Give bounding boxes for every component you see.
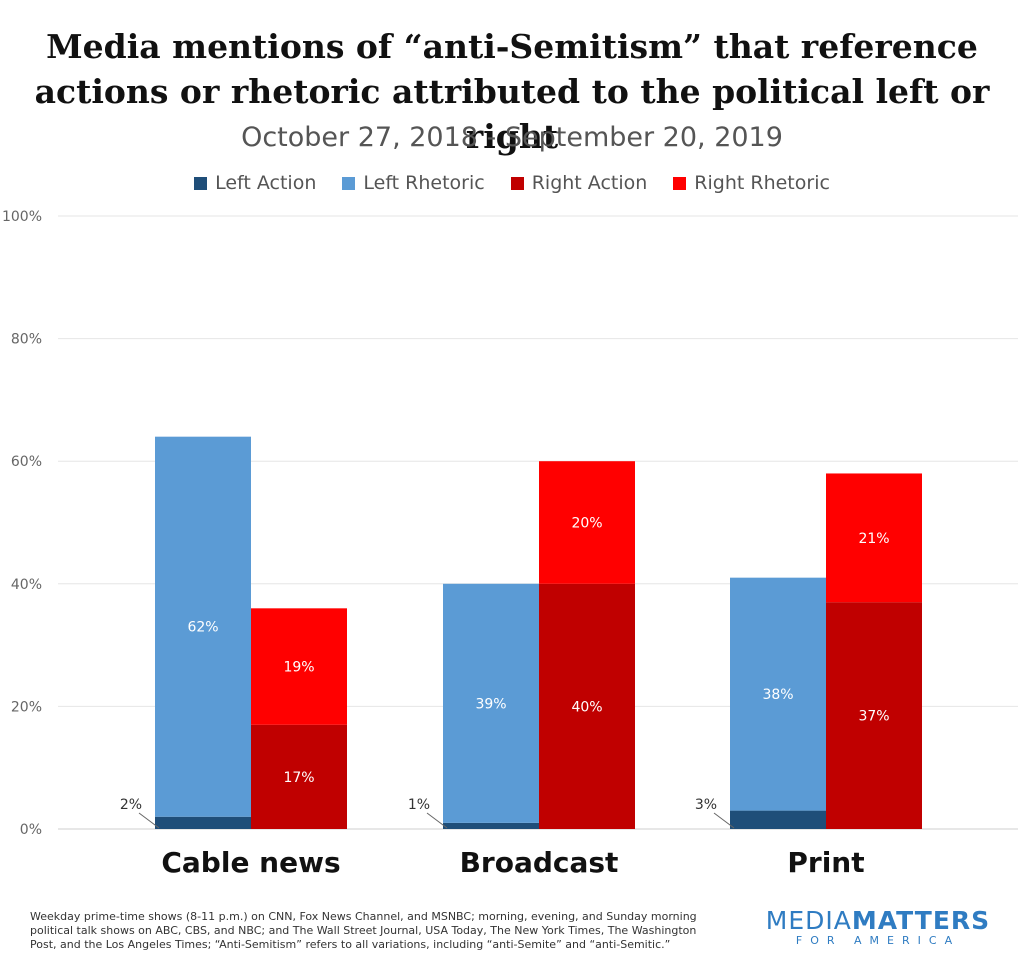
y-tick-label: 100%: [2, 209, 42, 225]
legend-swatch: [342, 176, 356, 190]
bar-segment: [443, 583, 539, 823]
data-label-leader: [713, 812, 735, 829]
bar-segment: [539, 583, 635, 829]
y-tick-label: 0%: [20, 822, 42, 838]
data-label: 62%: [187, 620, 218, 636]
data-label-leader: [138, 812, 160, 829]
bar-segment: [539, 461, 635, 584]
bar-segment: [826, 473, 922, 603]
category-label: Broadcast: [460, 846, 619, 879]
data-label: 3%: [695, 797, 717, 813]
legend: Left Action Left Rhetoric Right Action R…: [0, 172, 1024, 194]
data-label: 38%: [762, 687, 793, 703]
bar-segment: [155, 436, 251, 817]
data-label: 2%: [120, 797, 142, 813]
chart-subtitle: October 27, 2018 - September 20, 2019: [241, 122, 783, 153]
category-label: Print: [787, 846, 864, 879]
y-tick-label: 80%: [11, 332, 42, 348]
bar-segment: [730, 810, 826, 829]
legend-swatch: [194, 176, 208, 190]
legend-item-left-rhetoric: Left Rhetoric: [342, 172, 485, 194]
stacked-bar-chart: 0% 20% 40% 60% 80% 100% 2% 62% 17% 19% Cable news 1…: [2, 209, 1018, 879]
y-tick-label: 40%: [11, 577, 42, 593]
legend-item-left-action: Left Action: [194, 172, 316, 194]
legend-label: Right Action: [531, 172, 648, 194]
y-tick-label: 60%: [11, 454, 42, 470]
bar-segment: [251, 724, 347, 829]
data-label: 39%: [475, 696, 506, 712]
bar-segment: [155, 816, 251, 829]
bar-segment: [251, 608, 347, 725]
y-tick-label: 20%: [11, 699, 42, 715]
logo-sub: FOR AMERICA: [795, 934, 961, 947]
data-label: 1%: [408, 797, 430, 813]
data-label: 37%: [858, 709, 889, 725]
legend-item-right-action: Right Action: [510, 172, 648, 194]
legend-label: Right Rhetoric: [694, 172, 830, 194]
category-label: Cable news: [161, 846, 340, 879]
data-label: 19%: [283, 660, 314, 676]
legend-item-right-rhetoric: Right Rhetoric: [673, 172, 830, 194]
legend-swatch: [510, 176, 524, 190]
data-label: 21%: [858, 531, 889, 547]
footnote: Weekday prime-time shows (8-11 p.m.) on …: [30, 910, 697, 951]
legend-label: Left Rhetoric: [363, 172, 485, 194]
bar-segment: [826, 602, 922, 829]
data-label: 17%: [283, 770, 314, 786]
bar-segment: [730, 577, 826, 811]
logo-part2: MATTERS: [851, 906, 991, 935]
logo-part1: MEDIA: [765, 906, 852, 935]
chart-title: Media mentions of “anti-Semitism” that r…: [34, 27, 990, 156]
legend-label: Left Action: [215, 172, 317, 194]
media-matters-logo: MEDIAMATTERS FOR AMERICA: [760, 906, 996, 948]
data-label-leader: [426, 812, 448, 829]
bar-segment: [443, 822, 539, 829]
data-label: 40%: [571, 699, 602, 715]
data-label: 20%: [571, 516, 602, 532]
legend-swatch: [673, 176, 687, 190]
